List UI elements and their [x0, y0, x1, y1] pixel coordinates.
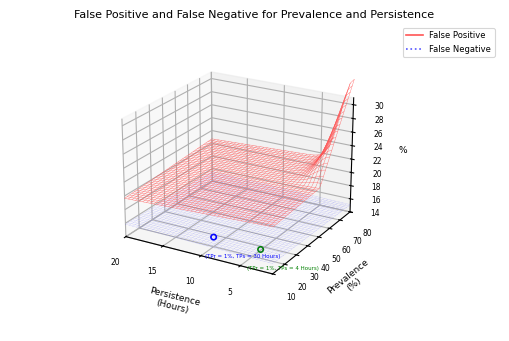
X-axis label: Persistence
(Hours): Persistence (Hours): [147, 286, 202, 318]
Text: False Positive and False Negative for Prevalence and Persistence: False Positive and False Negative for Pr…: [74, 10, 435, 20]
Legend: False Positive, False Negative: False Positive, False Negative: [403, 28, 495, 57]
Y-axis label: Prevalence
(%): Prevalence (%): [326, 257, 377, 303]
